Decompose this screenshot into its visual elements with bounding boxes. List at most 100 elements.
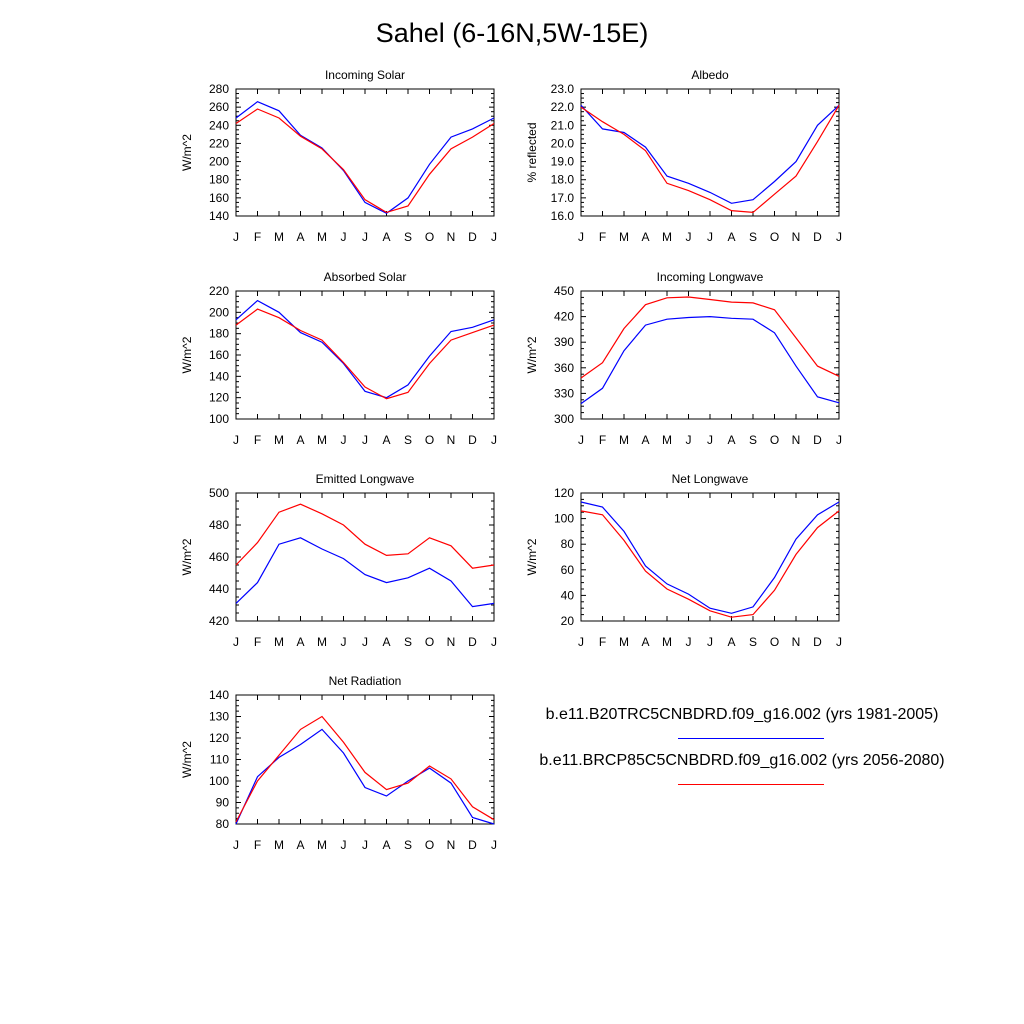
x-tick-label: J: [707, 433, 713, 447]
y-tick-label: 22.0: [551, 100, 575, 114]
series-line-run2: [235, 308, 495, 400]
series-line-run2: [235, 108, 495, 214]
series-line-run1: [235, 299, 495, 399]
x-tick-label: O: [770, 635, 779, 649]
x-tick-label: N: [792, 635, 801, 649]
x-tick-label: S: [404, 635, 412, 649]
x-tick-label: D: [813, 230, 822, 244]
x-tick-label: A: [641, 230, 649, 244]
x-tick-label: J: [233, 838, 239, 852]
series-line-run2: [235, 503, 495, 569]
panel-title: Absorbed Solar: [324, 270, 407, 284]
x-tick-label: F: [599, 635, 606, 649]
panel-title: Albedo: [691, 68, 729, 82]
series-line-run1: [580, 104, 840, 204]
x-tick-label: J: [491, 838, 497, 852]
y-tick-label: 420: [209, 614, 229, 628]
y-tick-label: 18.0: [551, 173, 575, 187]
y-tick-label: 300: [554, 412, 574, 426]
y-tick-label: 100: [209, 412, 229, 426]
y-axis-label: W/m^2: [180, 134, 194, 171]
x-tick-label: M: [662, 230, 672, 244]
x-tick-label: M: [619, 433, 629, 447]
y-tick-label: 17.0: [551, 191, 575, 205]
y-tick-label: 140: [209, 688, 229, 702]
y-tick-label: 330: [554, 386, 574, 400]
legend-swatch-run2: [678, 784, 824, 785]
y-tick-label: 360: [554, 361, 574, 375]
y-tick-label: 420: [554, 310, 574, 324]
y-tick-label: 40: [561, 588, 575, 602]
y-tick-label: 240: [209, 118, 229, 132]
x-tick-label: A: [382, 433, 390, 447]
x-tick-label: J: [362, 433, 368, 447]
series-line-run2: [580, 510, 840, 618]
x-tick-label: J: [686, 635, 692, 649]
x-tick-label: J: [362, 230, 368, 244]
x-tick-label: D: [468, 838, 477, 852]
y-tick-label: 220: [209, 284, 229, 298]
x-tick-label: A: [382, 230, 390, 244]
y-tick-label: 440: [209, 582, 229, 596]
x-tick-label: D: [468, 635, 477, 649]
x-tick-label: M: [662, 635, 672, 649]
x-tick-label: M: [317, 838, 327, 852]
x-tick-label: M: [619, 635, 629, 649]
x-tick-label: J: [578, 635, 584, 649]
x-tick-label: M: [274, 230, 284, 244]
x-tick-label: J: [491, 635, 497, 649]
y-axis-label: % reflected: [525, 122, 539, 182]
x-tick-label: N: [792, 433, 801, 447]
x-tick-label: F: [599, 230, 606, 244]
series-line-run1: [235, 537, 495, 608]
y-tick-label: 180: [209, 327, 229, 341]
y-tick-label: 23.0: [551, 82, 575, 96]
panel-title: Emitted Longwave: [316, 472, 415, 486]
x-tick-label: J: [578, 230, 584, 244]
x-tick-label: J: [707, 230, 713, 244]
x-tick-label: J: [686, 433, 692, 447]
x-tick-label: D: [813, 635, 822, 649]
x-tick-label: A: [296, 838, 304, 852]
y-tick-label: 16.0: [551, 209, 575, 223]
x-tick-label: A: [296, 230, 304, 244]
y-tick-label: 200: [209, 155, 229, 169]
y-tick-label: 200: [209, 305, 229, 319]
y-tick-label: 120: [209, 391, 229, 405]
x-tick-label: N: [792, 230, 801, 244]
x-tick-label: S: [404, 433, 412, 447]
y-tick-label: 140: [209, 209, 229, 223]
x-tick-label: J: [233, 635, 239, 649]
y-tick-label: 480: [209, 518, 229, 532]
y-tick-label: 120: [209, 731, 229, 745]
y-tick-label: 500: [209, 486, 229, 500]
y-tick-label: 110: [210, 753, 229, 767]
x-tick-label: J: [707, 635, 713, 649]
y-axis-label: W/m^2: [180, 538, 194, 575]
x-tick-label: F: [254, 635, 261, 649]
plot-frame: [235, 88, 495, 217]
plot-frame: [235, 492, 495, 622]
x-tick-label: N: [447, 635, 456, 649]
y-tick-label: 280: [209, 82, 229, 96]
y-tick-label: 140: [209, 369, 229, 383]
y-tick-label: 160: [209, 348, 229, 362]
x-tick-label: A: [382, 635, 390, 649]
x-tick-label: F: [599, 433, 606, 447]
y-tick-label: 460: [209, 550, 229, 564]
x-tick-label: O: [425, 635, 434, 649]
x-tick-label: J: [836, 635, 842, 649]
y-tick-label: 450: [554, 284, 574, 298]
y-tick-label: 20.0: [551, 136, 575, 150]
panel-title: Net Radiation: [329, 674, 402, 688]
x-tick-label: A: [296, 635, 304, 649]
y-tick-label: 20: [561, 614, 575, 628]
x-tick-label: M: [317, 230, 327, 244]
plot-frame: [580, 492, 840, 622]
x-tick-label: S: [749, 433, 757, 447]
x-tick-label: O: [425, 838, 434, 852]
